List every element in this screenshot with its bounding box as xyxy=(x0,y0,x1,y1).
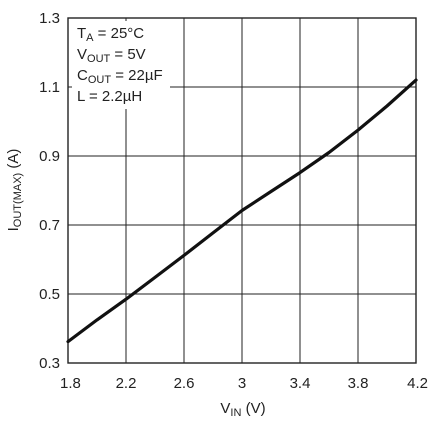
y-tick-label: 1.1 xyxy=(39,79,60,96)
x-tick-labels: 1.8 2.2 2.6 3 3.4 3.8 4.2 xyxy=(60,375,428,392)
y-tick-label: 0.9 xyxy=(39,148,60,165)
y-tick-label: 0.5 xyxy=(39,286,60,303)
grid xyxy=(68,18,416,363)
series-line-0 xyxy=(66,78,418,344)
x-tick-label: 3.4 xyxy=(290,375,311,392)
x-tick-label: 2.2 xyxy=(116,375,137,392)
y-tick-label: 0.7 xyxy=(39,217,60,234)
annotation-box: TA = 25°C VOUT = 5V COUT = 22µF L = 2.2µH xyxy=(77,25,163,105)
annotation-background xyxy=(72,21,170,109)
annotation-line: COUT = 22µF xyxy=(77,67,163,86)
x-tick-label: 3 xyxy=(238,375,246,392)
series-layer xyxy=(66,78,418,344)
y-tick-label: 1.3 xyxy=(39,10,60,27)
x-tick-label: 2.6 xyxy=(174,375,195,392)
y-tick-label: 0.3 xyxy=(39,355,60,372)
x-tick-label: 4.2 xyxy=(407,375,428,392)
y-axis-title: IOUT(MAX) (A) xyxy=(5,149,24,232)
annotation-line: VOUT = 5V xyxy=(77,46,146,65)
x-tick-label: 3.8 xyxy=(348,375,369,392)
y-tick-labels: 0.3 0.5 0.7 0.9 1.1 1.3 xyxy=(39,10,60,372)
annotation-line: L = 2.2µH xyxy=(77,88,142,105)
plot-frame xyxy=(67,17,417,364)
annotation-line: TA = 25°C xyxy=(77,25,144,44)
x-tick-label: 1.8 xyxy=(60,375,81,392)
x-axis-title: VIN (V) xyxy=(220,400,265,419)
